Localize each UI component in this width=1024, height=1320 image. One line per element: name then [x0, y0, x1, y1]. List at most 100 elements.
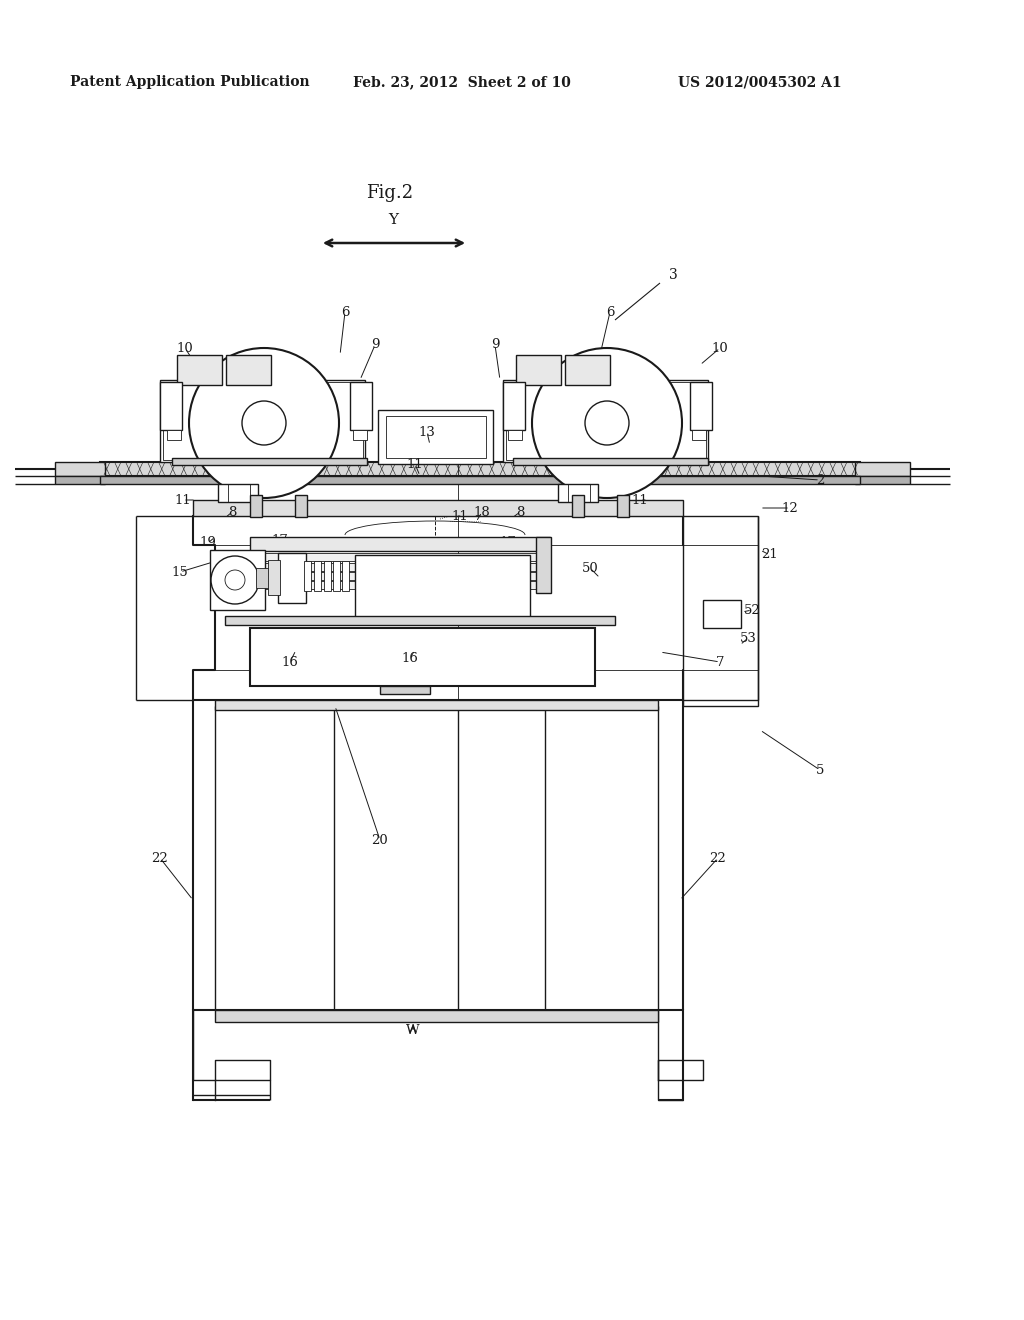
Bar — [617, 495, 629, 517]
Bar — [503, 381, 525, 430]
Bar — [255, 581, 540, 589]
Text: 16: 16 — [401, 652, 419, 664]
Text: 53: 53 — [739, 631, 757, 644]
Text: 9: 9 — [371, 338, 379, 351]
Text: 18: 18 — [474, 506, 490, 519]
Bar — [304, 561, 311, 591]
Text: 8: 8 — [227, 506, 237, 519]
Bar — [177, 355, 222, 385]
Text: 19: 19 — [200, 536, 216, 549]
Circle shape — [242, 401, 286, 445]
Text: 14: 14 — [512, 594, 528, 606]
Bar — [254, 632, 591, 682]
Bar — [210, 550, 265, 610]
Bar — [193, 500, 683, 516]
Text: US 2012/0045302 A1: US 2012/0045302 A1 — [678, 75, 842, 88]
Bar — [172, 458, 367, 465]
Bar — [513, 458, 708, 465]
Text: 20: 20 — [372, 833, 388, 846]
Bar — [855, 477, 910, 484]
Bar — [163, 381, 362, 459]
Bar — [703, 601, 741, 628]
Bar — [250, 495, 262, 517]
Bar — [380, 686, 430, 694]
Bar — [353, 387, 369, 422]
Bar — [516, 355, 561, 385]
Text: 6: 6 — [341, 305, 349, 318]
Bar — [342, 561, 349, 591]
Bar — [55, 462, 105, 477]
Bar — [255, 553, 540, 561]
Text: 52: 52 — [743, 603, 761, 616]
Text: 8: 8 — [516, 506, 524, 519]
Text: 13: 13 — [419, 425, 435, 438]
Bar — [692, 430, 706, 440]
Bar — [100, 462, 860, 477]
Text: 9: 9 — [490, 338, 500, 351]
Text: 5: 5 — [816, 763, 824, 776]
Text: 10: 10 — [712, 342, 728, 355]
Bar — [333, 561, 340, 591]
Text: 16: 16 — [282, 656, 298, 668]
Bar — [255, 572, 540, 579]
Text: 11: 11 — [632, 494, 648, 507]
Circle shape — [211, 556, 259, 605]
Text: 6: 6 — [606, 305, 614, 318]
Bar — [355, 554, 530, 620]
Bar — [506, 381, 706, 459]
Text: 22: 22 — [710, 851, 726, 865]
Text: Y: Y — [388, 213, 398, 227]
Bar — [256, 568, 271, 587]
Circle shape — [189, 348, 339, 498]
Bar — [281, 557, 303, 599]
Text: 17: 17 — [500, 536, 516, 549]
Bar — [565, 355, 610, 385]
Text: 21: 21 — [762, 549, 778, 561]
Circle shape — [225, 570, 245, 590]
Bar — [295, 495, 307, 517]
Bar — [572, 495, 584, 517]
Bar — [218, 484, 258, 502]
Bar — [506, 387, 522, 422]
Bar — [350, 381, 372, 430]
Bar — [278, 553, 306, 603]
Text: Fig.2: Fig.2 — [367, 183, 414, 202]
Bar — [693, 387, 709, 422]
Bar — [536, 537, 551, 593]
Text: 15: 15 — [172, 565, 188, 578]
Bar — [250, 628, 595, 686]
Bar — [360, 560, 525, 615]
Text: 11: 11 — [175, 494, 191, 507]
Bar — [228, 484, 250, 502]
Bar — [160, 381, 182, 430]
Bar — [225, 616, 615, 624]
Bar — [378, 411, 493, 465]
Bar — [160, 380, 365, 462]
Bar — [226, 355, 271, 385]
Bar — [167, 430, 181, 440]
Text: 12: 12 — [781, 502, 799, 515]
Text: 17: 17 — [271, 533, 289, 546]
Text: 50: 50 — [582, 561, 598, 574]
Bar — [539, 540, 548, 590]
Text: Feb. 23, 2012  Sheet 2 of 10: Feb. 23, 2012 Sheet 2 of 10 — [353, 75, 571, 88]
Bar — [314, 561, 321, 591]
Text: W: W — [407, 1023, 420, 1036]
Text: 17: 17 — [327, 556, 343, 569]
Bar — [558, 484, 598, 502]
Bar — [690, 381, 712, 430]
Bar — [353, 430, 367, 440]
Text: 11: 11 — [407, 458, 423, 470]
Circle shape — [585, 401, 629, 445]
Bar — [324, 561, 331, 591]
Bar — [683, 516, 758, 706]
Bar — [163, 387, 179, 422]
Bar — [855, 462, 910, 477]
Circle shape — [532, 348, 682, 498]
Text: 10: 10 — [176, 342, 194, 355]
Text: 7: 7 — [716, 656, 724, 668]
Bar — [250, 537, 550, 550]
Bar — [503, 380, 708, 462]
Text: 22: 22 — [152, 851, 168, 865]
Text: 11: 11 — [452, 510, 468, 523]
